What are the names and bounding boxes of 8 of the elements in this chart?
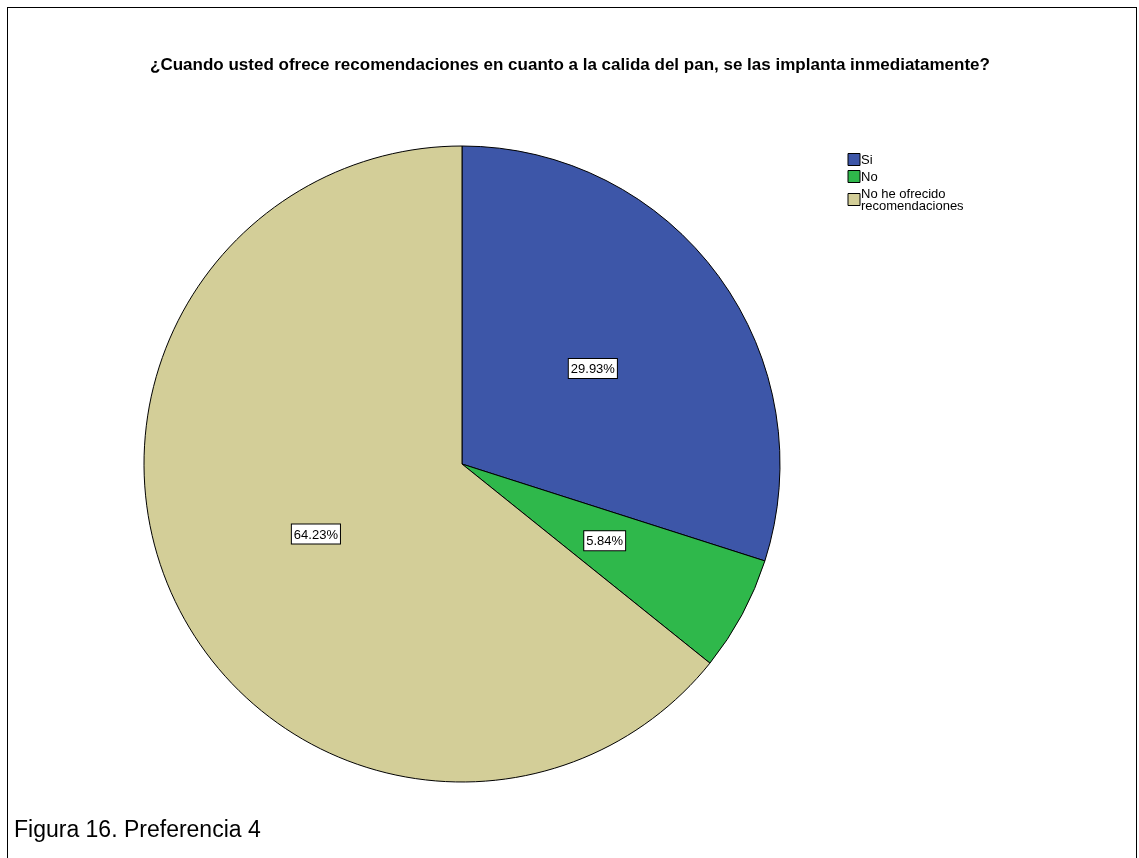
data-label: 29.93% <box>570 360 616 376</box>
legend-label: No he ofrecido recomendaciones <box>861 186 965 213</box>
legend-label: Si <box>861 152 873 167</box>
legend-label: No <box>861 169 878 184</box>
text: Figura 16. Preferencia 4 <box>14 816 261 843</box>
data-label: 64.23% <box>293 526 339 542</box>
chart-title: ¿Cuando usted ofrece recomendaciones en cuanto a la calida del pan, se las implanta inmediatamente? <box>149 55 991 75</box>
data-label: 5.84% <box>586 533 624 549</box>
